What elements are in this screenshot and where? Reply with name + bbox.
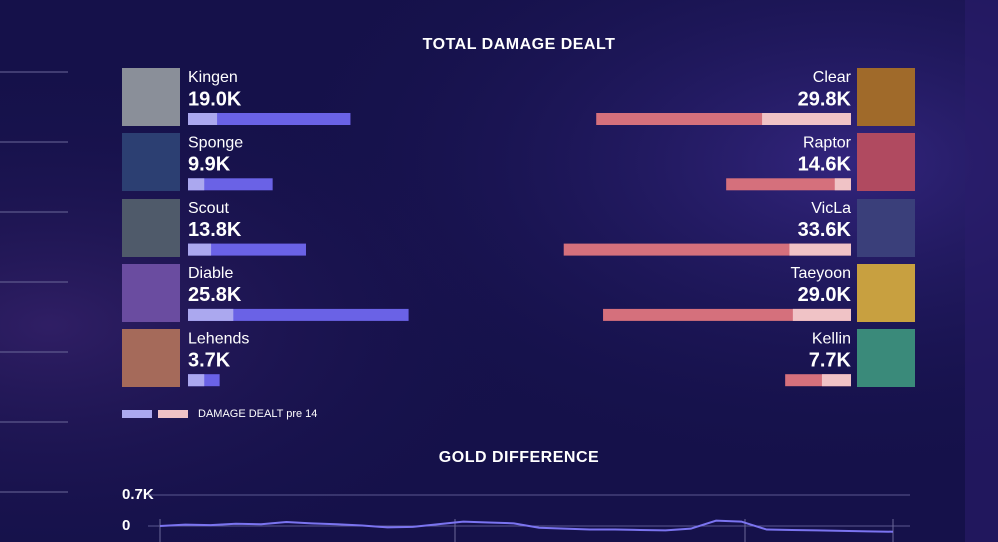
player-name: Scout [188,200,229,217]
damage-label: 25.8K [188,284,242,306]
damage-label: 29.0K [798,284,852,306]
player-name: VicLa [811,200,851,217]
damage-bar [726,178,851,191]
damage-bar [188,308,409,321]
side-ticks [0,71,68,493]
legend-label: DAMAGE DEALT pre 14 [198,408,317,420]
pre14-bar [188,178,205,191]
pre14-bar [821,374,851,387]
pre14-bar [789,243,851,256]
damage-label: 19.0K [188,88,242,110]
player-name: Kingen [188,69,238,86]
damage-bar [563,243,851,256]
player-name: Clear [813,69,852,86]
damage-bar [603,308,851,321]
damage-label: 14.6K [798,154,852,176]
damage-bar [188,243,306,256]
pre14-bar [188,113,218,125]
player-name: Raptor [803,135,852,152]
player-name: Lehends [188,330,249,347]
side-panel [965,0,998,542]
player-name: Kellin [812,330,851,347]
y-tick-label: 0.7K [122,486,154,503]
damage-label: 29.8K [798,88,852,110]
damage-label: 3.7K [188,349,231,371]
player-name: Sponge [188,135,243,152]
legend-swatch [122,410,152,418]
damage-label: 33.6K [798,219,852,241]
pre14-bar [188,308,234,321]
pre14-bar [792,308,851,321]
y-tick-label: 0 [122,517,130,534]
pre14-bar [834,178,851,191]
pre14-bar [188,374,205,387]
portraits [122,68,915,387]
chart-title: TOTAL DAMAGE DEALT [423,36,616,53]
pre14-bar [762,113,851,125]
damage-label: 7.7K [809,349,852,371]
damage-label: 9.9K [188,154,231,176]
pre14-bar [188,243,212,256]
gold-line [159,519,894,533]
player-name: Diable [188,265,233,282]
chart-title: GOLD DIFFERENCE [439,449,599,466]
player-name: Taeyoon [791,265,852,282]
damage-label: 13.8K [188,219,242,241]
legend-swatch [158,410,188,418]
damage-bar [188,178,273,191]
damage-bar [188,113,351,125]
